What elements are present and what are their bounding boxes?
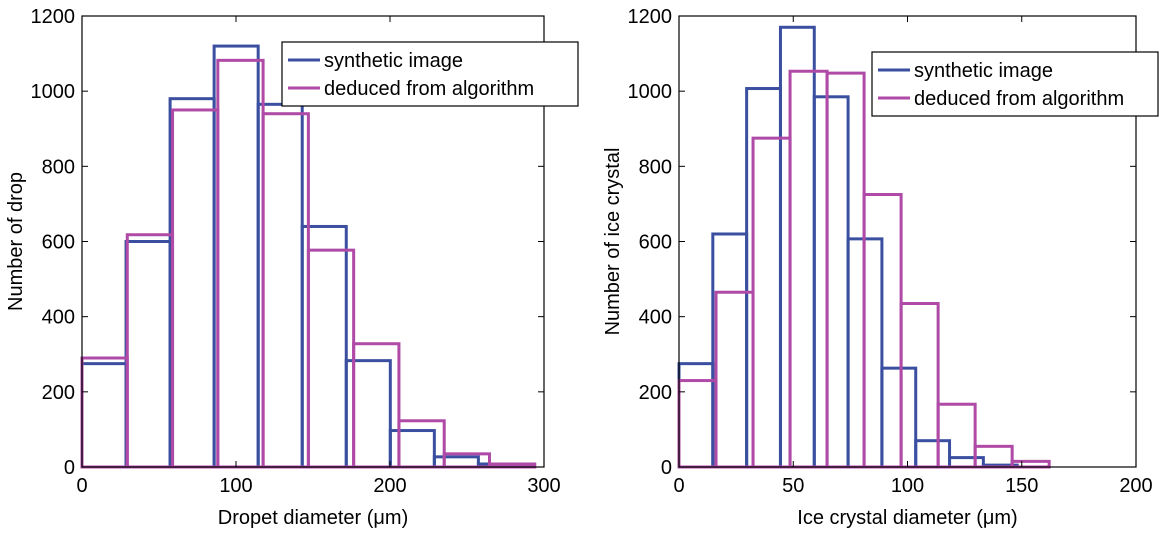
y-axis-label: Number of ice crystal — [602, 148, 624, 336]
histogram-bar — [124, 240, 172, 469]
histogram-bar — [711, 232, 749, 469]
x-axis-label: Dropet diameter (μm) — [218, 507, 408, 529]
y-tick-label: 400 — [42, 307, 75, 329]
y-tick-label: 600 — [42, 232, 75, 254]
y-tick-label: 800 — [639, 156, 672, 178]
histogram-bar — [216, 58, 265, 469]
histogram-bar — [388, 429, 436, 469]
histogram-bar — [125, 233, 175, 469]
y-tick-label: 1000 — [31, 81, 76, 103]
x-tick-label: 0 — [673, 475, 684, 497]
x-tick-label: 50 — [782, 475, 804, 497]
x-tick-label: 0 — [76, 475, 87, 497]
histogram-bar — [812, 95, 850, 469]
histogram-bar — [432, 455, 480, 469]
y-tick-label: 800 — [42, 156, 75, 178]
histogram-bar — [397, 419, 446, 469]
y-tick-label: 400 — [639, 307, 672, 329]
x-tick-label: 150 — [1005, 475, 1038, 497]
histogram-bar — [677, 379, 718, 469]
x-tick-label: 200 — [373, 475, 406, 497]
histogram-bar — [80, 362, 128, 469]
y-tick-label: 1200 — [31, 6, 76, 28]
y-tick-label: 200 — [639, 382, 672, 404]
histogram-bar — [899, 302, 940, 469]
histogram-bar — [778, 25, 816, 469]
legend-box — [281, 41, 579, 107]
legend-box — [871, 51, 1159, 117]
x-tick-label: 100 — [219, 475, 252, 497]
histogram-bar — [171, 108, 220, 469]
histogram-bar — [751, 136, 792, 469]
chart-1: 0 100 200 300 0 200 400 600 800 1000 1200 Dropet di… — [5, 6, 579, 529]
legend-label: deduced from algorithm — [914, 88, 1124, 110]
histogram-bar — [788, 69, 829, 469]
histogram-bar — [880, 366, 918, 469]
y-tick-label: 200 — [42, 382, 75, 404]
y-tick-label: 0 — [661, 457, 672, 479]
y-tick-label: 1200 — [628, 6, 673, 28]
histogram-bar — [352, 342, 401, 469]
legend-label: synthetic image — [324, 50, 463, 72]
y-tick-label: 0 — [64, 457, 75, 479]
histogram-bar — [212, 44, 260, 469]
legend: synthetic image deduced from algorithm — [281, 41, 579, 107]
chart-2: 0 50 100 150 200 0 200 400 600 800 1000 1200 Ice cry… — [602, 6, 1159, 529]
legend-label: synthetic image — [914, 60, 1053, 82]
legend-label: deduced from algorithm — [324, 78, 534, 100]
histogram-bar — [168, 97, 216, 469]
histogram-bar — [256, 102, 304, 469]
histogram-bar — [914, 439, 952, 469]
x-axis-label: Ice crystal diameter (μm) — [797, 507, 1017, 529]
histogram-bar — [825, 71, 866, 469]
x-tick-label: 100 — [891, 475, 924, 497]
x-tick-label: 300 — [527, 475, 560, 497]
y-axis-label: Number of drop — [5, 172, 27, 311]
y-tick-label: 600 — [639, 232, 672, 254]
y-tick-label: 1000 — [628, 81, 673, 103]
legend: synthetic image deduced from algorithm — [871, 51, 1159, 117]
histogram-bar — [80, 356, 129, 469]
x-tick-label: 200 — [1119, 475, 1152, 497]
